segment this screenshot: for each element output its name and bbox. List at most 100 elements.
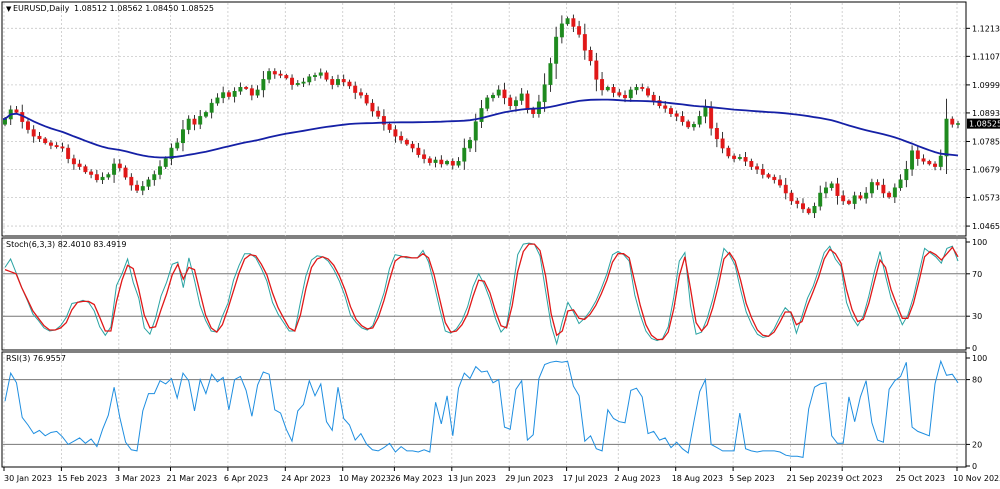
bear-candle xyxy=(915,150,920,159)
bull-candle xyxy=(238,87,243,92)
bear-candle xyxy=(611,87,616,93)
symbol-header-arrow[interactable]: ▼ xyxy=(6,5,12,13)
bear-candle xyxy=(766,174,771,178)
bull-candle xyxy=(158,166,162,175)
indicator-series-line xyxy=(4,359,959,458)
bear-candle xyxy=(801,203,805,210)
bull-candle xyxy=(898,179,903,188)
bear-candle xyxy=(387,124,392,130)
bear-candle xyxy=(284,75,289,79)
bear-candle xyxy=(416,147,421,155)
bear-candle xyxy=(66,147,71,159)
time-axis-label: 21 Sep 2023 xyxy=(787,474,838,483)
time-axis-label: 2 Aug 2023 xyxy=(614,474,660,483)
time-axis-label: 5 Sep 2023 xyxy=(729,474,775,483)
price-axis-label: 1.11070 xyxy=(972,52,1000,61)
bull-candle xyxy=(215,97,220,104)
bear-candle xyxy=(14,109,19,113)
time-axis-label: 15 Feb 2023 xyxy=(57,474,107,483)
indicator-axis-label: 80 xyxy=(972,376,982,385)
bull-candle xyxy=(112,163,117,175)
bull-candle xyxy=(691,124,696,128)
bear-candle xyxy=(89,171,94,175)
bear-candle xyxy=(686,121,691,128)
bull-candle xyxy=(864,192,869,199)
bear-candle xyxy=(795,200,800,204)
bear-candle xyxy=(760,168,765,175)
bear-candle xyxy=(364,94,369,104)
bull-candle xyxy=(823,187,828,194)
bull-candle xyxy=(703,106,708,117)
bear-candle xyxy=(600,79,605,91)
time-axis-label: 30 Jan 2023 xyxy=(4,474,52,483)
price-axis-label: 1.06790 xyxy=(972,165,1000,174)
bull-candle xyxy=(892,187,897,198)
price-axis-label: 1.07850 xyxy=(972,137,1000,146)
bear-candle xyxy=(324,72,329,80)
bull-candle xyxy=(513,100,518,107)
bear-candle xyxy=(663,105,668,109)
bull-candle xyxy=(548,63,553,85)
bull-candle xyxy=(491,94,495,99)
bull-candle xyxy=(336,79,340,85)
bear-candle xyxy=(674,113,679,117)
bear-candle xyxy=(450,161,455,166)
indicator-axis-label: 70 xyxy=(972,270,982,279)
bear-candle xyxy=(657,100,662,107)
time-axis-label: 18 Aug 2023 xyxy=(672,474,723,483)
bear-candle xyxy=(623,94,627,99)
bull-candle xyxy=(812,205,817,214)
time-axis-label: 9 Oct 2023 xyxy=(838,474,882,483)
bear-candle xyxy=(680,116,685,122)
bear-candle xyxy=(192,118,197,125)
rsi-pane-frame xyxy=(1,351,967,468)
bull-candle xyxy=(944,118,949,157)
bear-candle xyxy=(806,208,811,214)
price-axis-label: 1.09990 xyxy=(972,81,1000,90)
current-price-tag xyxy=(967,118,1000,129)
bear-candle xyxy=(835,183,840,196)
bear-candle xyxy=(640,87,645,89)
bull-candle xyxy=(203,112,208,117)
price-axis: 1.12130 1.11070 1.09990 1.08930 1.07850 1.067… xyxy=(966,24,1000,471)
bear-candle xyxy=(571,18,576,27)
bear-candle xyxy=(77,163,82,167)
time-axis-label: 13 Jun 2023 xyxy=(448,474,496,483)
bear-candle xyxy=(881,184,886,194)
bear-candle xyxy=(927,161,932,165)
time-axis-label: 24 Apr 2023 xyxy=(281,474,330,483)
bear-candle xyxy=(755,166,760,170)
bear-candle xyxy=(887,192,892,198)
indicator-axis-label: 0 xyxy=(972,344,977,353)
indicator-lines xyxy=(3,98,959,458)
bull-candle xyxy=(938,155,943,167)
bull-candle xyxy=(255,89,260,96)
bear-candle xyxy=(48,142,53,146)
bear-candle xyxy=(129,176,134,186)
bull-candle xyxy=(519,93,524,101)
bull-candle xyxy=(605,87,610,91)
time-axis-label: 3 Mar 2023 xyxy=(115,474,161,483)
price-axis-label: 1.05730 xyxy=(972,194,1000,203)
bull-candle xyxy=(554,36,559,64)
bear-candle xyxy=(347,81,352,87)
bull-candle xyxy=(485,97,490,109)
indicator-levels xyxy=(3,273,965,445)
bear-candle xyxy=(272,71,277,75)
stoch-pane-frame xyxy=(1,237,967,351)
grid-layer xyxy=(3,3,965,466)
candles xyxy=(3,14,960,218)
bull-candle xyxy=(180,129,185,144)
time-axis-label: 10 May 2023 xyxy=(339,474,391,483)
bear-candle xyxy=(651,94,656,101)
bear-candle xyxy=(399,135,404,141)
bear-candle xyxy=(732,155,737,159)
bear-candle xyxy=(71,158,76,165)
bear-candle xyxy=(376,110,381,117)
bear-candle xyxy=(54,145,59,148)
bear-candle xyxy=(577,26,582,35)
bull-candle xyxy=(565,18,570,25)
moving-average-line xyxy=(3,98,959,159)
bull-candle xyxy=(462,147,467,162)
